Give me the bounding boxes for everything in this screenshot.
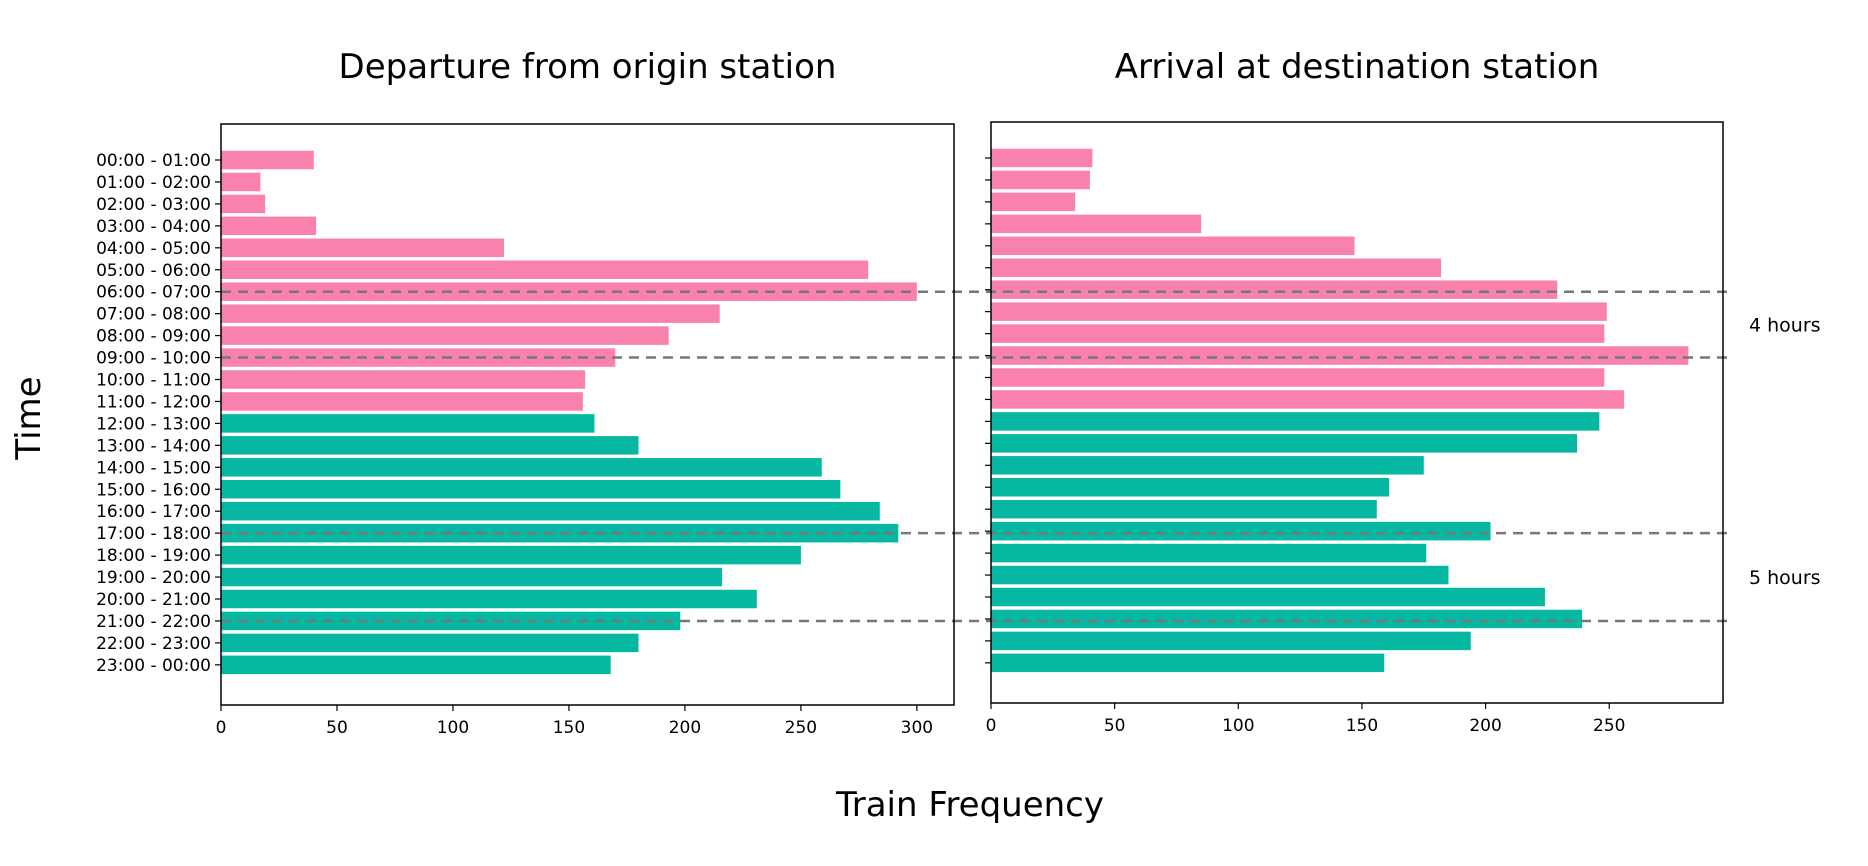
bar-arrival-21: [991, 609, 1583, 629]
bar-arrival-15: [991, 478, 1390, 497]
y-tick-label-16: 16:00 - 17:00: [96, 502, 211, 522]
bar-arrival-7: [991, 302, 1607, 321]
x-tick-label-0-3: 150: [553, 718, 585, 738]
bar-departure-13: [221, 436, 639, 455]
bar-departure-14: [221, 458, 822, 477]
bar-departure-7: [221, 304, 720, 323]
y-tick-label-15: 15:00 - 16:00: [96, 480, 211, 500]
duration-annotation-0: 4 hours: [1749, 315, 1821, 337]
bar-arrival-20: [991, 587, 1545, 607]
reference-lines-layer: [221, 290, 1730, 623]
bar-departure-15: [221, 480, 841, 499]
bar-arrival-19: [991, 565, 1449, 585]
bar-arrival-9: [991, 346, 1689, 365]
x-axis-label: Train Frequency: [835, 785, 1104, 825]
x-tick-label-1-1: 50: [1104, 716, 1126, 736]
y-tick-label-7: 07:00 - 08:00: [96, 305, 211, 325]
x-tick-label-1-0: 0: [986, 716, 997, 736]
panel-title-1: Arrival at destination station: [1115, 47, 1600, 87]
bar-departure-16: [221, 501, 880, 521]
bar-departure-2: [221, 194, 266, 214]
bar-departure-18: [221, 545, 801, 565]
y-axis-label: Time: [9, 376, 49, 460]
bar-departure-9: [221, 348, 616, 367]
bar-arrival-3: [991, 214, 1202, 234]
bar-arrival-10: [991, 368, 1605, 387]
y-tick-label-18: 18:00 - 19:00: [96, 546, 211, 566]
x-tick-label-0-1: 50: [326, 718, 348, 738]
x-tick-label-0-5: 250: [785, 718, 817, 738]
bar-departure-0: [221, 150, 314, 170]
y-tick-label-17: 17:00 - 18:00: [96, 524, 211, 544]
x-tick-label-1-2: 100: [1222, 716, 1254, 736]
bar-departure-11: [221, 392, 583, 411]
bar-arrival-13: [991, 434, 1578, 453]
y-tick-label-12: 12:00 - 13:00: [96, 414, 211, 434]
x-tick-label-1-4: 200: [1469, 716, 1501, 736]
y-tick-label-23: 23:00 - 00:00: [96, 656, 211, 676]
bar-departure-3: [221, 216, 317, 236]
bar-departure-5: [221, 260, 869, 279]
panel-title-0: Departure from origin station: [339, 47, 837, 87]
bar-departure-17: [221, 523, 899, 543]
y-tick-label-2: 02:00 - 03:00: [96, 195, 211, 215]
bar-arrival-22: [991, 631, 1471, 651]
y-tick-label-8: 08:00 - 09:00: [96, 327, 211, 347]
y-tick-label-22: 22:00 - 23:00: [96, 634, 211, 654]
x-tick-label-0-4: 200: [669, 718, 701, 738]
bar-departure-12: [221, 414, 595, 433]
y-tick-label-21: 21:00 - 22:00: [96, 612, 211, 632]
y-tick-label-11: 11:00 - 12:00: [96, 392, 211, 412]
bar-departure-8: [221, 326, 669, 345]
bar-arrival-16: [991, 499, 1377, 519]
y-tick-label-19: 19:00 - 20:00: [96, 568, 211, 588]
bar-arrival-12: [991, 412, 1600, 431]
y-tick-label-14: 14:00 - 15:00: [96, 458, 211, 478]
y-tick-label-9: 09:00 - 10:00: [96, 349, 211, 369]
duration-annotation-1: 5 hours: [1749, 567, 1821, 589]
bar-arrival-14: [991, 456, 1424, 475]
y-tick-label-13: 13:00 - 14:00: [96, 436, 211, 456]
bar-arrival-0: [991, 148, 1093, 168]
bar-departure-4: [221, 238, 504, 258]
axes-frame-0: [220, 123, 955, 706]
bar-arrival-23: [991, 653, 1385, 673]
bar-arrival-2: [991, 192, 1076, 212]
x-tick-label-0-2: 100: [437, 718, 469, 738]
axes-frames-layer: [215, 121, 1724, 711]
x-tick-label-1-3: 150: [1346, 716, 1378, 736]
y-tick-label-20: 20:00 - 21:00: [96, 590, 211, 610]
x-tick-label-0-0: 0: [216, 718, 227, 738]
bar-arrival-5: [991, 258, 1442, 277]
bar-arrival-18: [991, 543, 1427, 563]
y-tick-label-6: 06:00 - 07:00: [96, 283, 211, 303]
bar-departure-10: [221, 370, 586, 389]
bar-departure-19: [221, 567, 723, 587]
bar-arrival-6: [991, 280, 1558, 299]
bar-departure-20: [221, 589, 757, 609]
bar-departure-23: [221, 655, 611, 675]
y-tick-label-5: 05:00 - 06:00: [96, 261, 211, 281]
y-tick-label-10: 10:00 - 11:00: [96, 371, 211, 391]
bar-arrival-11: [991, 390, 1625, 409]
bar-arrival-4: [991, 236, 1355, 256]
axes-frame-1: [990, 121, 1724, 704]
y-tick-label-3: 03:00 - 04:00: [96, 217, 211, 237]
y-tick-label-4: 04:00 - 05:00: [96, 239, 211, 259]
bar-arrival-8: [991, 324, 1605, 343]
bars-layer: [221, 148, 1689, 675]
x-tick-label-1-5: 250: [1593, 716, 1625, 736]
y-tick-label-1: 01:00 - 02:00: [96, 173, 211, 193]
bar-arrival-1: [991, 170, 1090, 190]
bar-arrival-17: [991, 521, 1491, 541]
x-tick-label-0-6: 300: [901, 718, 933, 738]
bar-departure-22: [221, 633, 639, 653]
bar-departure-1: [221, 172, 261, 192]
y-tick-label-0: 00:00 - 01:00: [96, 151, 211, 171]
